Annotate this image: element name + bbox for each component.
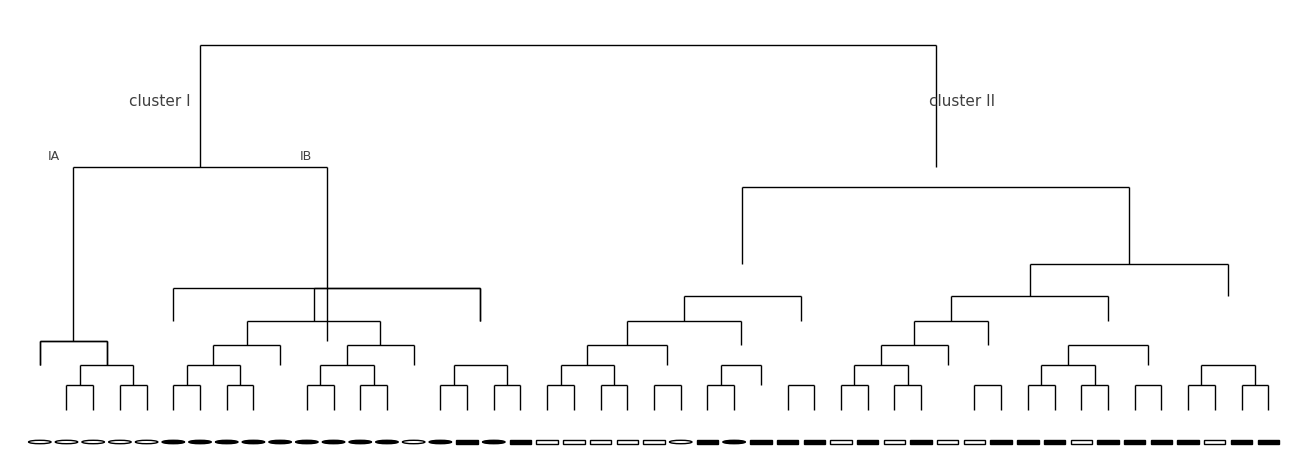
Bar	[803, 440, 825, 444]
Bar	[510, 440, 531, 444]
Bar	[1257, 440, 1279, 444]
Circle shape	[429, 440, 451, 444]
Circle shape	[296, 440, 318, 444]
Bar	[1177, 440, 1199, 444]
Bar	[456, 440, 477, 444]
Bar	[644, 440, 664, 444]
Bar	[564, 440, 585, 444]
Circle shape	[723, 440, 746, 444]
Text: IB: IB	[300, 150, 313, 162]
Bar	[831, 440, 852, 444]
Circle shape	[375, 440, 398, 444]
Bar	[857, 440, 879, 444]
Bar	[697, 440, 718, 444]
Circle shape	[188, 440, 211, 444]
Circle shape	[162, 440, 184, 444]
Text: cluster II: cluster II	[929, 94, 995, 109]
Circle shape	[269, 440, 292, 444]
Bar	[1071, 440, 1092, 444]
Bar	[990, 440, 1012, 444]
Circle shape	[322, 440, 345, 444]
Circle shape	[483, 440, 505, 444]
Bar	[1124, 440, 1146, 444]
Bar	[1205, 440, 1226, 444]
Bar	[1097, 440, 1118, 444]
Bar	[536, 440, 559, 444]
Bar	[777, 440, 798, 444]
Text: IA: IA	[47, 150, 60, 162]
Text: cluster I: cluster I	[129, 94, 191, 109]
Bar	[1231, 440, 1252, 444]
Bar	[616, 440, 638, 444]
Bar	[884, 440, 905, 444]
Bar	[937, 440, 959, 444]
Bar	[910, 440, 931, 444]
Bar	[1044, 440, 1065, 444]
Bar	[1018, 440, 1039, 444]
Circle shape	[216, 440, 238, 444]
Bar	[1151, 440, 1172, 444]
Circle shape	[242, 440, 264, 444]
Bar	[590, 440, 611, 444]
Bar	[964, 440, 985, 444]
Bar	[751, 440, 772, 444]
Circle shape	[349, 440, 371, 444]
